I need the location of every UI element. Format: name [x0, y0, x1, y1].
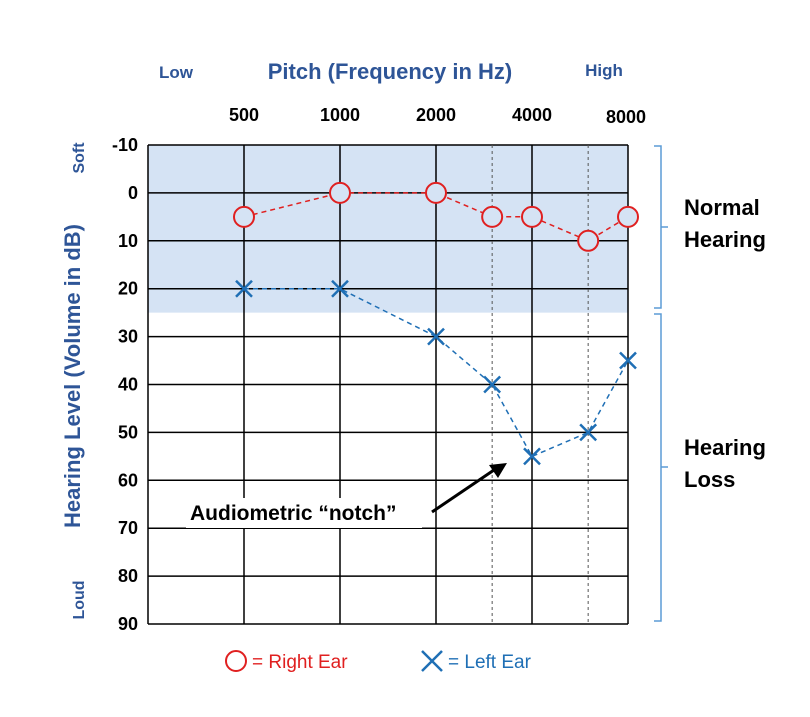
series-layer — [233, 181, 639, 466]
normal-bracket-line — [654, 145, 668, 309]
y-tick-label: 50 — [118, 422, 138, 442]
right-ear-point — [521, 205, 543, 228]
right-ear-point — [481, 205, 504, 228]
x-axis-title: Pitch (Frequency in Hz) — [268, 59, 512, 84]
grid — [147, 144, 629, 625]
y-tick-labels: -10 0 10 20 30 40 50 60 70 80 90 — [112, 135, 138, 634]
y-tick-label: 90 — [118, 614, 138, 634]
loss-bracket-label-1: Hearing — [684, 435, 766, 460]
x-tick-label: 4000 — [512, 105, 552, 125]
x-tick-label: 500 — [229, 105, 259, 125]
left-ear-point — [427, 327, 445, 346]
x-tick-label: 2000 — [416, 105, 456, 125]
x-tick-labels: 500 1000 2000 4000 8000 — [229, 105, 646, 127]
y-tick-label: 10 — [118, 231, 138, 251]
y-tick-label: 20 — [118, 279, 138, 299]
x-tick-label: 1000 — [320, 105, 360, 125]
y-tick-label: 40 — [118, 375, 138, 395]
right-ear-point — [233, 205, 255, 228]
legend-circle-icon — [225, 650, 247, 672]
left-ear-point — [235, 279, 253, 298]
normal-hearing-band — [148, 145, 628, 313]
legend: = Right Ear = Left Ear — [225, 650, 532, 673]
hearing-loss-bracket: Hearing Loss — [654, 313, 766, 622]
y-tick-label: 80 — [118, 566, 138, 586]
legend-right-ear-label: = Right Ear — [252, 652, 348, 673]
left-ear-point — [579, 423, 598, 442]
y-tick-label: 70 — [118, 518, 138, 538]
notch-arrow-line — [431, 468, 495, 514]
normal-bracket-label-1: Normal — [684, 195, 760, 220]
y-tick-label: 60 — [118, 470, 138, 490]
legend-x-icon — [421, 650, 443, 672]
left-ear-point — [523, 447, 541, 466]
right-ear-point — [577, 229, 600, 252]
y-tick-label: 30 — [118, 327, 138, 347]
left-ear-point — [331, 279, 349, 298]
right-ear-point — [329, 181, 351, 204]
loss-bracket-line — [654, 313, 668, 622]
right-ear-point — [425, 181, 447, 204]
y-tick-label: 0 — [128, 183, 138, 203]
right-ear-point — [617, 205, 639, 228]
x-tick-label: 8000 — [606, 107, 646, 127]
x-high-label: High — [585, 61, 623, 80]
normal-bracket-label-2: Hearing — [684, 227, 766, 252]
notch-annotation-bg — [186, 498, 422, 528]
left-ear-point — [483, 375, 502, 394]
legend-left-ear-label: = Left Ear — [448, 652, 532, 673]
notch-annotation-label: Audiometric “notch” — [190, 502, 397, 525]
notch-arrow-head — [489, 463, 507, 478]
y-bottom-label: Loud — [71, 580, 88, 619]
loss-bracket-label-2: Loss — [684, 467, 735, 492]
y-axis-title: Hearing Level (Volume in dB) — [60, 224, 85, 528]
left-ear-point — [619, 351, 637, 370]
y-top-label: Soft — [71, 142, 88, 174]
y-tick-label: -10 — [112, 135, 138, 155]
normal-hearing-bracket: Normal Hearing — [654, 145, 766, 309]
normal-band-rect — [148, 145, 628, 313]
x-low-label: Low — [159, 63, 194, 82]
notch-annotation: Audiometric “notch” — [186, 463, 507, 528]
